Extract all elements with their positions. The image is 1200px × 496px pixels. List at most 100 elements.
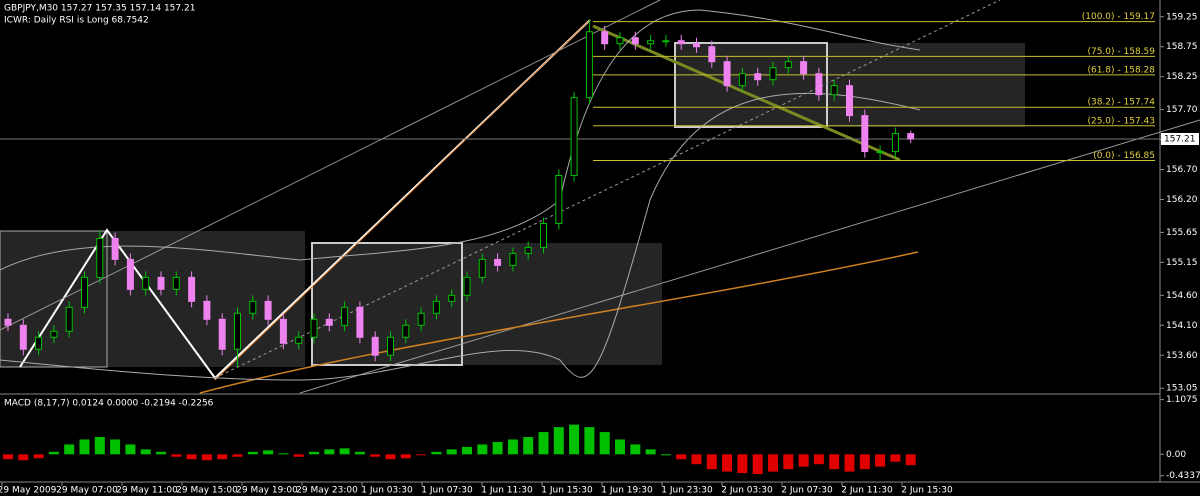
candle-body — [769, 67, 777, 81]
macd-tick-label: 0.00 — [1166, 450, 1186, 460]
candle-body — [126, 258, 134, 290]
candle-body — [341, 306, 349, 326]
macd-bar — [140, 449, 151, 455]
box-outline — [0, 230, 108, 368]
candle-body — [356, 306, 364, 338]
candle-body — [81, 276, 88, 308]
macd-bar — [645, 449, 656, 455]
x-tick-label: 2 Jun 15:30 — [901, 486, 953, 496]
x-tick-label: 1 Jun 07:30 — [421, 486, 473, 496]
macd-bar — [247, 451, 258, 455]
candle-body — [218, 318, 226, 350]
macd-bar — [201, 454, 212, 461]
y-tick-label: 159.25 — [1166, 12, 1198, 22]
macd-bar — [859, 454, 870, 470]
candle-body — [50, 330, 58, 338]
candle-body — [693, 43, 700, 48]
macd-bar — [309, 451, 319, 455]
macd-bar — [844, 454, 855, 472]
x-tick-label: 29 May 15:00 — [176, 486, 238, 496]
macd-bar — [431, 451, 442, 455]
box — [312, 243, 662, 365]
last-price-tag — [1161, 132, 1199, 145]
macd-bar — [507, 439, 518, 455]
x-tick-label: 29 May 07:00 — [56, 486, 118, 496]
candle-body — [249, 300, 257, 314]
macd-bar — [599, 432, 610, 455]
macd-bar — [660, 454, 671, 456]
candle-body — [111, 237, 119, 260]
macd-bar — [538, 432, 549, 455]
candle-body — [907, 133, 915, 140]
channel-line — [299, 119, 1200, 394]
candle-body — [494, 258, 502, 266]
macd-bar — [706, 454, 717, 470]
x-tick-label: 2 Jun 07:30 — [781, 486, 833, 496]
candle-body — [754, 73, 762, 81]
fib-label: (75.0) - 158.59 — [1087, 47, 1155, 57]
channel-line — [0, 0, 661, 331]
candle-body — [555, 175, 563, 224]
y-tick-label: 153.60 — [1166, 351, 1198, 361]
macd-bar — [446, 449, 457, 455]
candle-body — [524, 246, 532, 254]
candle-body — [19, 324, 27, 350]
candle-body — [172, 276, 180, 290]
macd-bar — [416, 454, 427, 456]
candle-body — [448, 294, 456, 302]
x-tick-label: 29 May 19:00 — [236, 486, 298, 496]
macd-bar — [79, 439, 90, 455]
macd-bar — [232, 454, 243, 457]
box-outline — [311, 242, 463, 366]
candle-body — [662, 40, 670, 43]
macd-bar — [263, 450, 274, 455]
macd-bar — [217, 454, 228, 460]
macd-tick-label: 1.1075 — [1166, 395, 1198, 405]
last-price-label: 157.21 — [1164, 134, 1196, 144]
macd-bar — [186, 454, 197, 460]
candle-body — [509, 252, 517, 266]
macd-bar — [33, 454, 44, 459]
candle-body — [784, 61, 792, 69]
candle-body — [738, 73, 746, 87]
candle-body — [861, 115, 869, 153]
fib-label: (25.0) - 157.43 — [1087, 116, 1155, 126]
candle-body — [188, 276, 196, 302]
x-tick-label: 2 Jun 11:30 — [841, 486, 893, 496]
macd-bar — [339, 448, 350, 455]
candle-body — [846, 85, 853, 117]
macd-bar — [156, 451, 166, 455]
candle-body — [142, 276, 150, 290]
macd-bar — [94, 437, 105, 455]
candle-body — [647, 40, 655, 45]
y-tick-label: 156.20 — [1166, 195, 1198, 205]
macd-bar — [722, 454, 733, 472]
macd-bar — [691, 454, 702, 465]
macd-bar — [64, 444, 75, 455]
candle-body — [800, 61, 808, 75]
fib-label: (0.0) - 156.85 — [1093, 151, 1155, 161]
macd-bar — [768, 454, 778, 472]
macd-bar — [905, 454, 916, 466]
y-tick-label: 155.65 — [1166, 228, 1198, 238]
macd-bar — [3, 454, 13, 460]
candle-body — [325, 318, 333, 326]
candle-body — [65, 306, 73, 332]
candle-body — [677, 40, 685, 45]
x-tick-label: 29 May 2009 — [0, 486, 57, 496]
fib-label: (100.0) - 159.17 — [1082, 12, 1155, 22]
macd-bar — [630, 444, 641, 455]
macd-bar — [370, 454, 381, 457]
candle-body — [570, 97, 578, 177]
macd-bar — [523, 437, 534, 455]
macd-bar — [278, 453, 289, 455]
candle-body — [279, 318, 287, 344]
x-tick-label: 1 Jun 15:30 — [541, 486, 593, 496]
macd-bar — [48, 451, 59, 455]
macd-bar — [400, 454, 411, 459]
fib-label: (61.8) - 158.28 — [1087, 65, 1155, 75]
candle-body — [708, 46, 716, 63]
macd-bar — [553, 427, 564, 455]
